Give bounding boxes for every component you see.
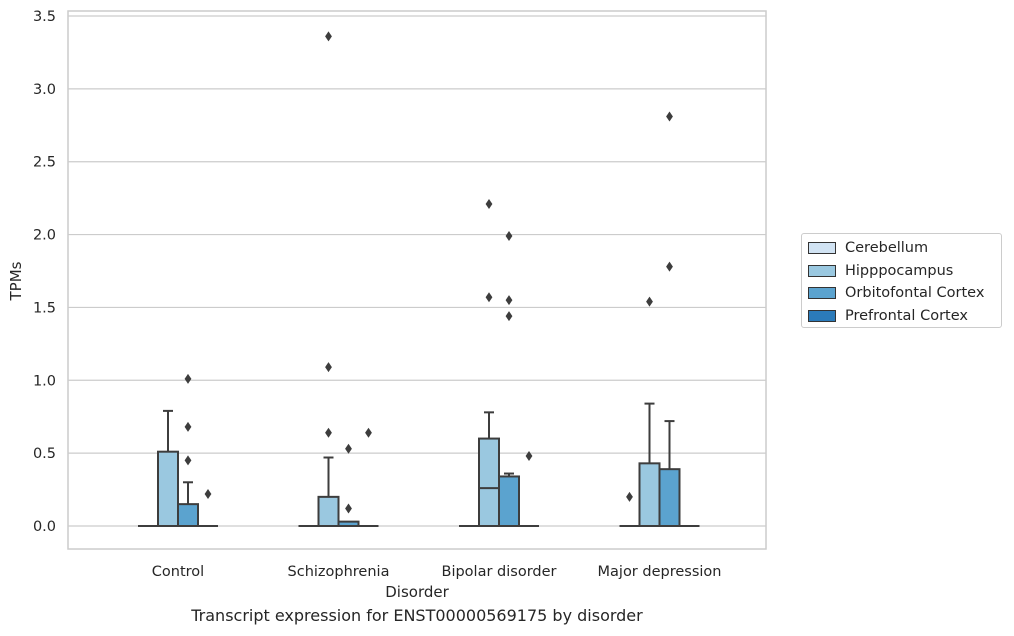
x-tick-label: Control — [152, 564, 204, 580]
outlier-point — [485, 198, 493, 209]
y-tick-label: 2.5 — [33, 155, 56, 171]
grid-lines — [68, 15, 766, 527]
outlier-point — [345, 443, 352, 454]
box-body — [498, 475, 520, 528]
box-series — [138, 31, 700, 528]
legend-item: Hipppocampus — [808, 261, 953, 281]
outlier-point — [525, 451, 533, 462]
box-hipppocampus — [157, 409, 179, 527]
outlier-point — [666, 261, 673, 272]
box-hipppocampus — [317, 31, 340, 528]
y-tick-label: 1.5 — [33, 300, 56, 316]
legend-swatch — [808, 242, 836, 254]
outlier-point — [184, 421, 192, 432]
box-prefrontal-cortex — [358, 427, 379, 527]
box-orbitofontal-cortex — [337, 443, 360, 528]
x-tick-label: Major depression — [598, 564, 722, 580]
y-tick-label: 2.0 — [33, 228, 56, 244]
y-axis-label: TPMs — [7, 261, 25, 301]
legend-swatch — [808, 309, 836, 322]
legend-swatch — [808, 287, 836, 299]
outlier-point — [485, 292, 493, 303]
box-hipppocampus — [638, 296, 661, 528]
box-body — [177, 503, 199, 527]
figure-caption: Transcript expression for ENST0000056917… — [191, 606, 643, 625]
box-orbitofontal-cortex — [658, 111, 681, 527]
y-tick-label: 1.0 — [33, 373, 56, 389]
box-orbitofontal-cortex — [177, 373, 199, 527]
legend-item: Orbitofontal Cortex — [808, 283, 984, 303]
legend-label: Hipppocampus — [845, 262, 954, 279]
box-body — [317, 495, 340, 528]
box-prefrontal-cortex — [519, 451, 539, 527]
outlier-point — [184, 373, 192, 384]
x-tick-label: Schizophrenia — [288, 564, 390, 580]
legend-item: Prefrontal Cortex — [808, 306, 968, 326]
outlier-point — [325, 362, 332, 373]
outlier-point — [345, 503, 352, 514]
legend-label: Cerebellum — [845, 240, 929, 256]
box-body — [478, 437, 500, 528]
outlier-point — [184, 455, 192, 466]
outlier-point — [325, 31, 332, 42]
legend-label: Orbitofontal Cortex — [845, 285, 985, 301]
legend-label: Prefrontal Cortex — [845, 307, 968, 324]
outlier-point — [325, 427, 332, 438]
box-orbitofontal-cortex — [498, 231, 520, 528]
box-body — [157, 450, 179, 527]
box-prefrontal-cortex — [198, 488, 218, 527]
outlier-point — [365, 427, 372, 438]
box-cerebellum — [619, 491, 640, 527]
outlier-point — [646, 296, 653, 307]
plot-area-frame — [67, 10, 767, 550]
y-tick-label: 0.5 — [33, 446, 56, 462]
x-tick-labels: Control Schizophrenia Bipolar disorder Majo… — [152, 564, 722, 580]
y-tick-label: 3.0 — [33, 82, 56, 98]
outlier-point — [666, 111, 673, 122]
box-body — [638, 462, 661, 528]
y-tick-labels: 0.0 0.5 1.0 1.5 2.0 2.5 3.0 3.5 — [33, 9, 56, 535]
legend-item: Cerebellum — [808, 238, 928, 258]
outlier-point — [204, 488, 212, 499]
box-hipppocampus — [478, 198, 500, 528]
outlier-point — [505, 311, 513, 322]
outlier-point — [505, 295, 513, 306]
y-tick-label: 3.5 — [33, 9, 56, 25]
legend-swatch — [808, 264, 836, 277]
box-body — [658, 468, 681, 527]
legend: Cerebellum Hipppocampus Orbitofontal Corte… — [801, 233, 1002, 328]
x-axis-label: Disorder — [385, 583, 449, 601]
y-tick-label: 0.0 — [33, 519, 56, 535]
x-tick-label: Bipolar disorder — [442, 564, 557, 580]
outlier-point — [505, 231, 513, 242]
outlier-point — [626, 491, 633, 502]
